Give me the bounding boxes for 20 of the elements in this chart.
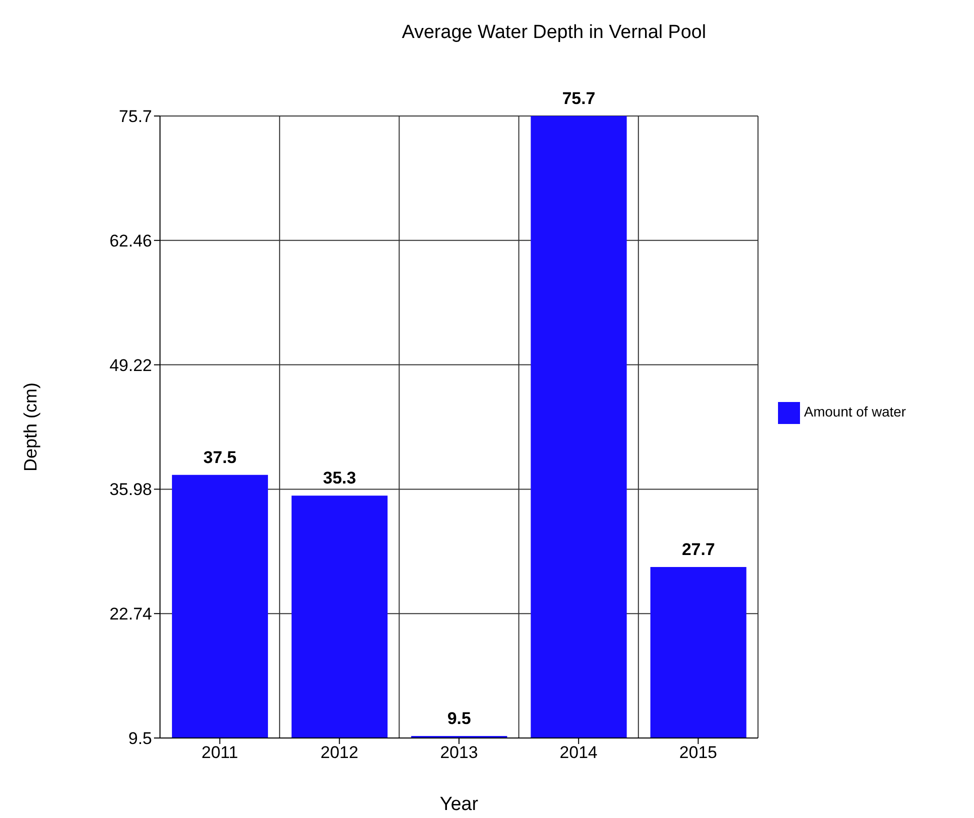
chart-title: Average Water Depth in Vernal Pool (400, 22, 708, 44)
y-axis-title: Depth (cm) (20, 382, 40, 472)
y-tick-label: 35.98 (109, 480, 152, 500)
y-tick-label: 62.46 (109, 231, 152, 250)
x-axis-title: Year (440, 794, 479, 815)
y-tick-label: 49.22 (109, 356, 152, 375)
y-tick-label: 9.5 (128, 729, 152, 748)
x-tick-label: 2011 (202, 743, 238, 762)
data-label: 37.5 (203, 448, 237, 467)
x-tick-label: 2014 (560, 743, 598, 762)
data-label: 75.7 (562, 89, 596, 108)
x-tick-label: 2013 (440, 743, 478, 762)
x-tick-label: 2012 (320, 743, 358, 762)
data-label: 9.5 (447, 709, 471, 728)
data-label: 27.7 (682, 540, 715, 559)
y-tick-label: 22.74 (109, 604, 152, 624)
y-tick-label: 75.7 (118, 107, 152, 126)
legend-label: Amount of water (804, 404, 906, 420)
data-label: 35.3 (323, 468, 356, 488)
x-tick-label: 2015 (679, 743, 718, 762)
